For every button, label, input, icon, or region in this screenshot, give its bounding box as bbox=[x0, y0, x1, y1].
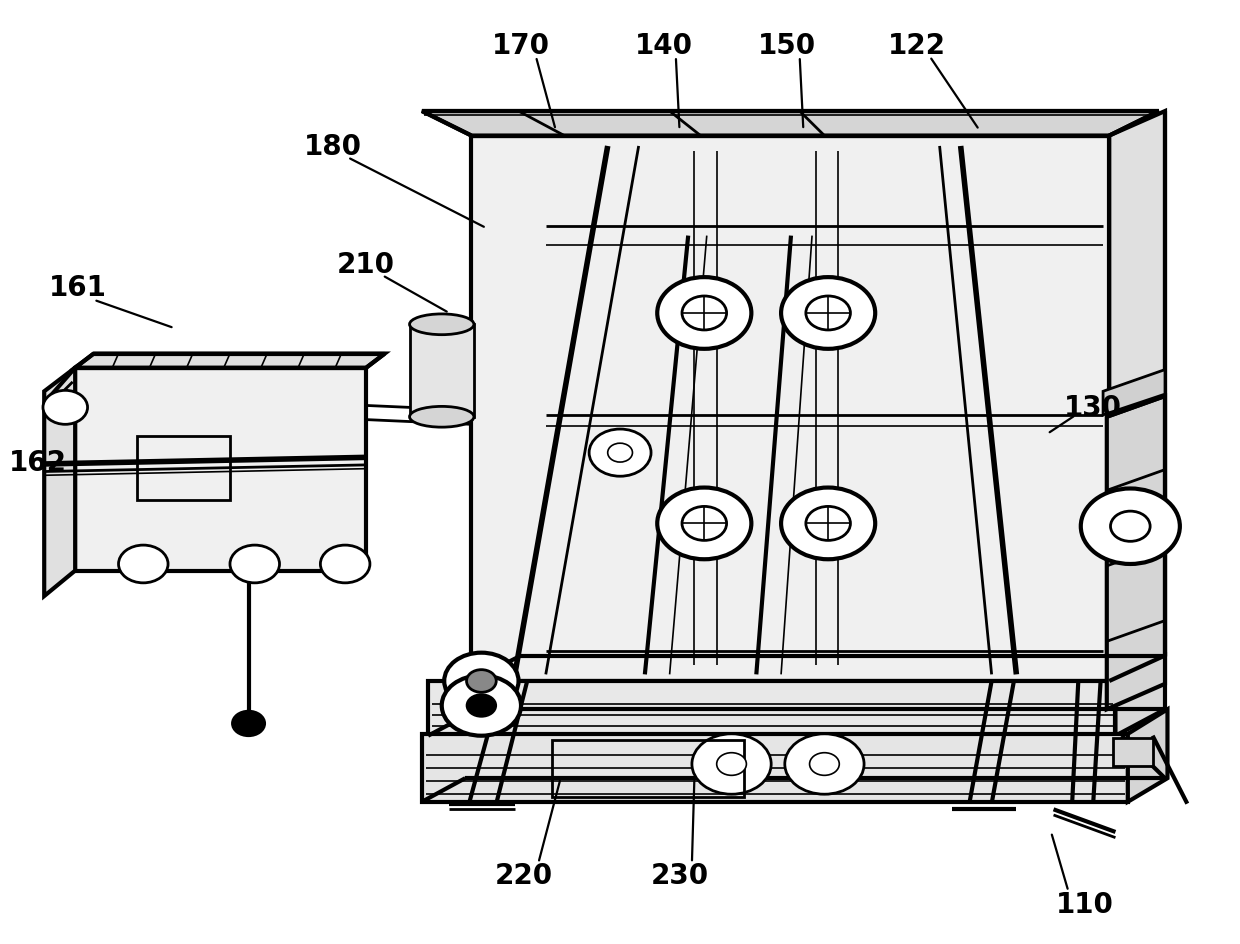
Circle shape bbox=[320, 546, 370, 583]
Circle shape bbox=[43, 391, 88, 425]
Circle shape bbox=[444, 653, 518, 710]
Text: 180: 180 bbox=[304, 133, 362, 160]
Circle shape bbox=[466, 695, 496, 717]
Polygon shape bbox=[1116, 656, 1166, 736]
Circle shape bbox=[657, 278, 751, 349]
Circle shape bbox=[806, 296, 851, 330]
Polygon shape bbox=[76, 368, 366, 571]
Polygon shape bbox=[45, 368, 76, 597]
Text: 130: 130 bbox=[1064, 394, 1122, 422]
Ellipse shape bbox=[409, 407, 474, 428]
Polygon shape bbox=[428, 682, 1116, 736]
Circle shape bbox=[806, 507, 851, 541]
Text: 162: 162 bbox=[9, 448, 67, 477]
Polygon shape bbox=[471, 137, 1110, 682]
Circle shape bbox=[119, 546, 169, 583]
Text: 161: 161 bbox=[48, 274, 107, 302]
Polygon shape bbox=[1107, 396, 1166, 710]
Text: 230: 230 bbox=[651, 862, 708, 889]
Circle shape bbox=[810, 753, 839, 776]
Circle shape bbox=[1081, 489, 1180, 565]
Text: 140: 140 bbox=[635, 32, 692, 59]
Circle shape bbox=[1111, 512, 1151, 542]
Text: 170: 170 bbox=[492, 32, 551, 59]
Circle shape bbox=[781, 488, 875, 560]
Polygon shape bbox=[1104, 370, 1166, 415]
Text: 210: 210 bbox=[337, 251, 396, 278]
Circle shape bbox=[682, 507, 727, 541]
Circle shape bbox=[785, 734, 864, 794]
Polygon shape bbox=[1110, 112, 1166, 682]
Text: 110: 110 bbox=[1055, 890, 1114, 918]
Text: 150: 150 bbox=[758, 32, 816, 59]
Text: 220: 220 bbox=[495, 862, 553, 889]
Circle shape bbox=[682, 296, 727, 330]
Polygon shape bbox=[1114, 738, 1153, 767]
Polygon shape bbox=[422, 112, 1159, 137]
Bar bbox=[138, 436, 229, 500]
Polygon shape bbox=[76, 354, 384, 368]
Bar bbox=[409, 325, 474, 417]
Circle shape bbox=[781, 278, 875, 349]
Circle shape bbox=[608, 444, 632, 463]
Circle shape bbox=[717, 753, 746, 776]
Circle shape bbox=[441, 676, 521, 736]
Circle shape bbox=[466, 670, 496, 693]
Text: 122: 122 bbox=[888, 32, 946, 59]
Circle shape bbox=[232, 712, 264, 736]
Circle shape bbox=[589, 430, 651, 477]
Circle shape bbox=[692, 734, 771, 794]
Bar bbox=[552, 741, 744, 797]
Circle shape bbox=[229, 546, 279, 583]
Ellipse shape bbox=[409, 314, 474, 335]
Circle shape bbox=[657, 488, 751, 560]
Polygon shape bbox=[1128, 710, 1168, 801]
Polygon shape bbox=[422, 734, 1128, 801]
